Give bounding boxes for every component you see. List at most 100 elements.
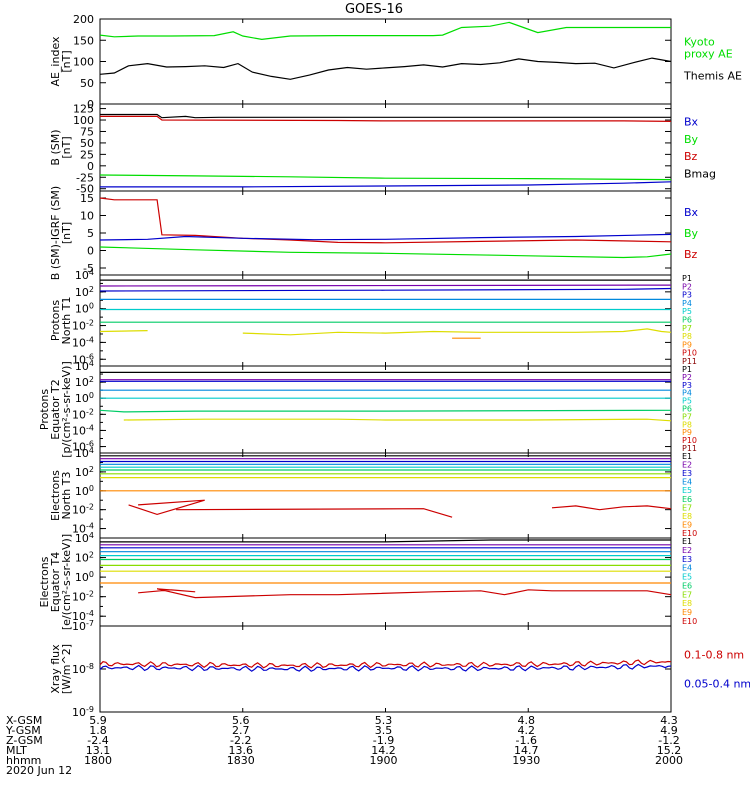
legend-entry: Bz	[684, 150, 698, 163]
ephemeris-value: 2.7	[232, 724, 250, 737]
y-tick-label: 102	[75, 285, 94, 299]
legend-entry: E1	[682, 537, 692, 546]
ephemeris-value: 2000	[655, 754, 683, 767]
series-line	[100, 115, 672, 122]
legend-entry: E4	[682, 478, 692, 487]
ephemeris-row-label: Z-GSM	[6, 734, 43, 747]
legend-entry: P3	[682, 291, 692, 300]
legend-entry: P10	[682, 349, 697, 358]
y-tick-label: 10-7	[72, 619, 94, 633]
legend-entry: Kyoto	[684, 35, 715, 48]
series-line	[138, 588, 672, 599]
series-line	[99, 57, 672, 80]
ephemeris-value: 4.3	[660, 714, 678, 727]
legend-entry: P4	[682, 389, 692, 398]
ephemeris-value: -1.9	[373, 734, 394, 747]
legend-entry: P6	[682, 405, 692, 414]
date-label: 2020 Jun 12	[6, 764, 72, 777]
legend-entry: E9	[682, 520, 692, 529]
ephemeris-row-label: hhmm	[6, 754, 41, 767]
legend-entry: E6	[682, 495, 692, 504]
series-line	[99, 246, 672, 259]
y-tick-label: 50	[80, 137, 94, 150]
legend-entry: E5	[682, 573, 692, 582]
legend-entry: P4	[682, 299, 692, 308]
ephemeris-value: 1800	[84, 754, 112, 767]
ephemeris-value: 5.3	[375, 714, 393, 727]
y-tick-label: 10-2	[72, 503, 94, 517]
ephemeris-value: 4.2	[518, 724, 536, 737]
y-axis-label: Protons	[49, 300, 62, 341]
series-line	[242, 328, 672, 336]
y-tick-label: 10-2	[72, 590, 94, 604]
legend-entry: Themis AE	[683, 70, 742, 83]
y-tick-label: 102	[75, 551, 94, 565]
y-axis-label: Protons	[38, 389, 51, 430]
series-line	[551, 505, 672, 511]
legend-entry: proxy AE	[684, 47, 733, 60]
y-tick-label: 15	[80, 192, 94, 205]
ephemeris-value: 1930	[512, 754, 540, 767]
plot-title: GOES-16	[345, 2, 403, 17]
panel-frame	[99, 452, 672, 539]
legend-entry: P11	[682, 444, 697, 453]
legend-entry: P5	[682, 307, 692, 316]
legend-entry: P3	[682, 381, 692, 390]
y-tick-label: -5	[83, 262, 94, 275]
y-tick-label: 10-2	[72, 319, 94, 333]
legend-entry: P2	[682, 282, 692, 291]
legend-entry: E8	[682, 512, 692, 521]
series-line	[99, 659, 672, 669]
y-tick-label: 10	[80, 210, 94, 223]
series-line	[123, 418, 672, 422]
legend-entry: By	[684, 133, 699, 146]
y-axis-label: B (SM)	[49, 129, 62, 165]
series-line	[99, 330, 148, 333]
panel-frame	[99, 274, 672, 367]
legend-entry: P5	[682, 397, 692, 406]
legend-entry: E7	[682, 503, 692, 512]
ephemeris-table: X-GSM 5.9 5.6 5.3 4.8 4.3 Y-GSM 1.8 2.7 3.5 4.2 4.9…	[5, 714, 683, 767]
ephemeris-value: 5.9	[89, 714, 107, 727]
y-tick-label: 10-2	[72, 407, 94, 421]
legend-entry: 0.1-0.8 nm	[684, 649, 744, 662]
y-tick-label: 75	[80, 125, 94, 138]
y-tick-label: 104	[75, 268, 94, 282]
panel-frame	[99, 190, 672, 276]
ephemeris-row-label: Y-GSM	[5, 724, 41, 737]
legend-entry: P9	[682, 428, 692, 437]
series-line	[100, 539, 671, 543]
panel-frame	[99, 18, 672, 105]
y-axis-label: Equator T2	[49, 379, 62, 439]
y-tick-label: 0	[87, 98, 94, 111]
ephemeris-value: 3.5	[375, 724, 393, 737]
y-tick-label: 100	[75, 570, 94, 584]
legend-entry: P2	[682, 373, 692, 382]
legend-entry: By	[684, 227, 699, 240]
y-tick-label: 100	[73, 56, 94, 69]
y-tick-label: 150	[73, 34, 94, 47]
ephemeris-value: 4.9	[660, 724, 678, 737]
ephemeris-value: 1830	[227, 754, 255, 767]
y-axis-label: [nT]	[60, 50, 73, 72]
legend-entry: E5	[682, 486, 692, 495]
legend-entry: P7	[682, 324, 692, 333]
y-tick-label: 10-4	[72, 423, 94, 437]
y-tick-label: 100	[75, 302, 94, 316]
y-tick-label: 104	[75, 531, 94, 545]
y-axis-label: [e/(cm²-s-sr-keV)]	[60, 534, 73, 630]
ephemeris-value: -2.2	[230, 734, 251, 747]
y-axis-label: Electrons	[49, 470, 62, 521]
legend-entry: P8	[682, 332, 692, 341]
ephemeris-value: 4.8	[518, 714, 536, 727]
y-tick-label: 0	[87, 245, 94, 258]
